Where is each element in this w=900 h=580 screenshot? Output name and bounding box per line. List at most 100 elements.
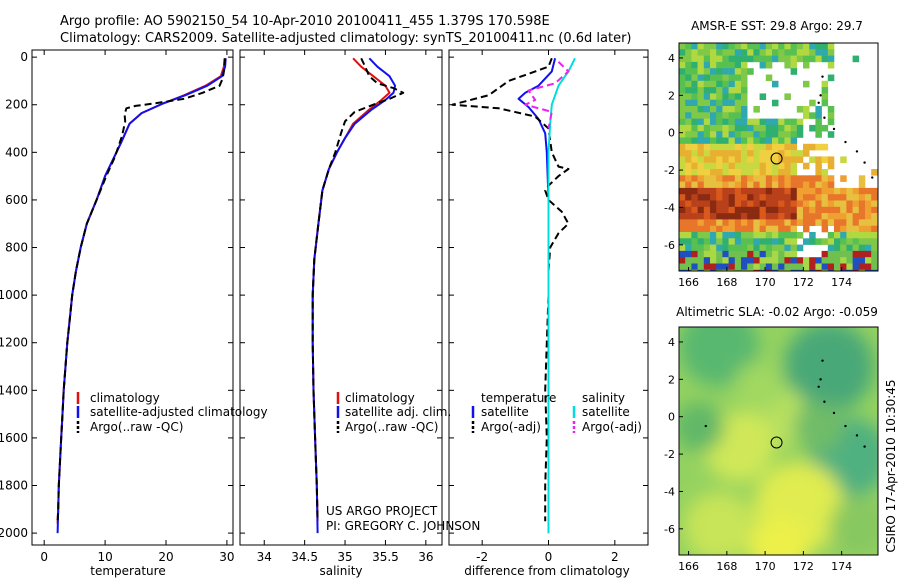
sst-cell <box>778 263 785 271</box>
sst-cell <box>840 250 847 258</box>
sst-cell <box>716 80 723 88</box>
sst-cell <box>697 250 705 258</box>
sst-cell <box>778 131 785 138</box>
legend-heading: salinity <box>582 391 625 405</box>
sst-cell <box>710 200 717 208</box>
sst-cell <box>716 225 723 233</box>
sst-map-frame <box>678 42 879 272</box>
sst-cell <box>827 200 835 208</box>
sst-cell <box>772 131 779 138</box>
sst-cell <box>679 118 686 126</box>
sst-cell <box>722 55 729 63</box>
y-tick-label: 1200 <box>0 336 28 350</box>
sst-cell <box>734 74 742 82</box>
sst-cell <box>691 43 698 50</box>
sst-cell <box>747 43 754 50</box>
sst-cell <box>710 118 717 126</box>
x-tick-label: 2 <box>611 550 619 564</box>
argo-position-marker <box>770 436 783 449</box>
sst-cell <box>790 124 798 132</box>
sst-cell <box>710 143 717 151</box>
sst-cell <box>753 181 760 189</box>
sst-cell <box>753 200 760 208</box>
temperature-axes-frame <box>31 49 234 546</box>
sst-cell <box>741 175 748 182</box>
difference-xlabel: difference from climatology <box>464 564 630 578</box>
sst-cell <box>728 187 736 195</box>
x-tick-label: -2 <box>476 550 488 564</box>
sst-cell <box>827 238 835 245</box>
sst-cell <box>790 250 798 258</box>
sst-cell <box>703 156 711 163</box>
sst-cell <box>741 269 748 271</box>
sst-cell <box>778 137 785 145</box>
sst-cell <box>796 156 804 163</box>
sst-cell <box>679 61 686 69</box>
sst-cell <box>685 106 692 113</box>
sst-cell <box>703 169 711 176</box>
sst-cell <box>778 257 785 264</box>
sst-cell <box>716 93 723 100</box>
sst-cell <box>784 49 791 56</box>
sst-cell <box>852 250 860 258</box>
sst-cell <box>734 244 742 252</box>
sst-cell <box>821 257 829 264</box>
sst-cell <box>697 55 705 63</box>
sst-cell <box>716 269 723 271</box>
sst-cell <box>821 206 829 214</box>
sst-cell <box>679 43 686 50</box>
sst-cell <box>734 225 742 233</box>
sst-cell <box>858 181 866 189</box>
sst-cell <box>778 162 785 170</box>
series-line-clim <box>56 58 226 524</box>
sst-cell <box>697 143 705 151</box>
sst-cell <box>679 269 686 271</box>
sst-cell <box>741 250 748 258</box>
sst-cell <box>741 118 748 126</box>
sst-cell <box>679 263 686 271</box>
sst-cell <box>691 232 698 239</box>
sst-cell <box>728 74 736 82</box>
y-tick-label: 0 <box>20 50 28 64</box>
sst-cell <box>759 269 767 271</box>
sst-cell <box>697 187 705 195</box>
sst-cell <box>784 238 791 245</box>
sst-cell <box>759 137 767 145</box>
sst-cell <box>809 232 816 239</box>
sst-cell <box>728 175 736 182</box>
sst-cell <box>703 250 711 258</box>
sst-cell <box>691 194 698 201</box>
sst-cell <box>734 269 742 271</box>
sst-cell <box>840 156 847 163</box>
legend-label: climatology <box>345 391 415 405</box>
sst-cell <box>846 194 853 201</box>
sst-cell <box>858 200 866 208</box>
sst-cell <box>765 250 773 258</box>
island-mark <box>819 378 822 381</box>
sst-cell <box>697 99 705 107</box>
sst-cell <box>834 244 841 252</box>
sst-cell <box>821 87 829 94</box>
sst-cell <box>722 206 729 214</box>
series-line-argo <box>56 58 227 522</box>
y-tick-label: 0 <box>668 127 675 140</box>
sst-cell <box>685 124 692 132</box>
y-tick-label: 400 <box>5 145 28 159</box>
sst-cell <box>815 43 822 50</box>
sst-cell <box>796 131 804 138</box>
sst-cell <box>852 244 860 252</box>
y-tick-label: -6 <box>664 239 675 252</box>
sst-cell <box>741 213 748 220</box>
sst-cell <box>809 124 816 132</box>
sst-cell <box>796 49 804 56</box>
sst-cell <box>846 232 853 239</box>
sst-cell <box>710 206 717 214</box>
legend-label: satellite <box>481 405 529 419</box>
sst-cell <box>759 93 767 100</box>
island-mark <box>821 359 824 362</box>
sst-cell <box>803 225 810 233</box>
sst-cell <box>679 112 686 119</box>
sst-cell <box>685 232 692 239</box>
sst-cell <box>834 206 841 214</box>
sst-cell <box>716 219 723 226</box>
